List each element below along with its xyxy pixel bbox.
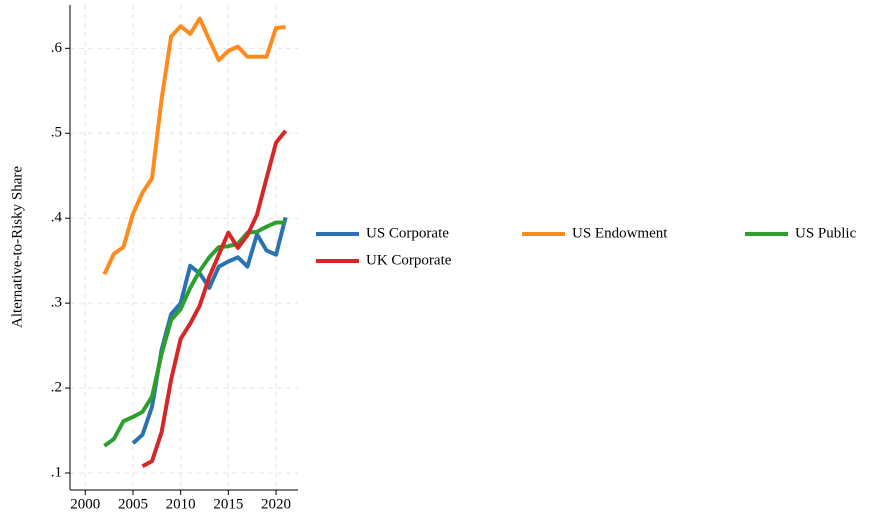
legend-label: UK Corporate bbox=[366, 252, 452, 268]
y-tick-label: .5 bbox=[51, 125, 62, 141]
series-line bbox=[141, 129, 288, 468]
y-tick-label: .3 bbox=[51, 295, 62, 311]
series-line bbox=[103, 220, 286, 448]
y-axis-label: Alternative-to-Risky Share bbox=[9, 166, 25, 328]
y-tick-label: .6 bbox=[51, 40, 63, 56]
series-line bbox=[102, 16, 286, 276]
legend-label: US Corporate bbox=[366, 225, 449, 241]
x-tick-label: 2005 bbox=[118, 496, 148, 512]
legend-label: US Endowment bbox=[572, 225, 668, 241]
x-tick-label: 2000 bbox=[70, 496, 100, 512]
y-tick-label: .2 bbox=[51, 380, 62, 396]
x-tick-label: 2015 bbox=[213, 496, 243, 512]
legend-label: US Public bbox=[795, 225, 857, 241]
x-tick-label: 2010 bbox=[166, 496, 196, 512]
series-line bbox=[131, 216, 288, 445]
y-tick-label: .4 bbox=[51, 210, 63, 226]
y-tick-label: .1 bbox=[51, 464, 62, 480]
x-tick-label: 2020 bbox=[261, 496, 291, 512]
